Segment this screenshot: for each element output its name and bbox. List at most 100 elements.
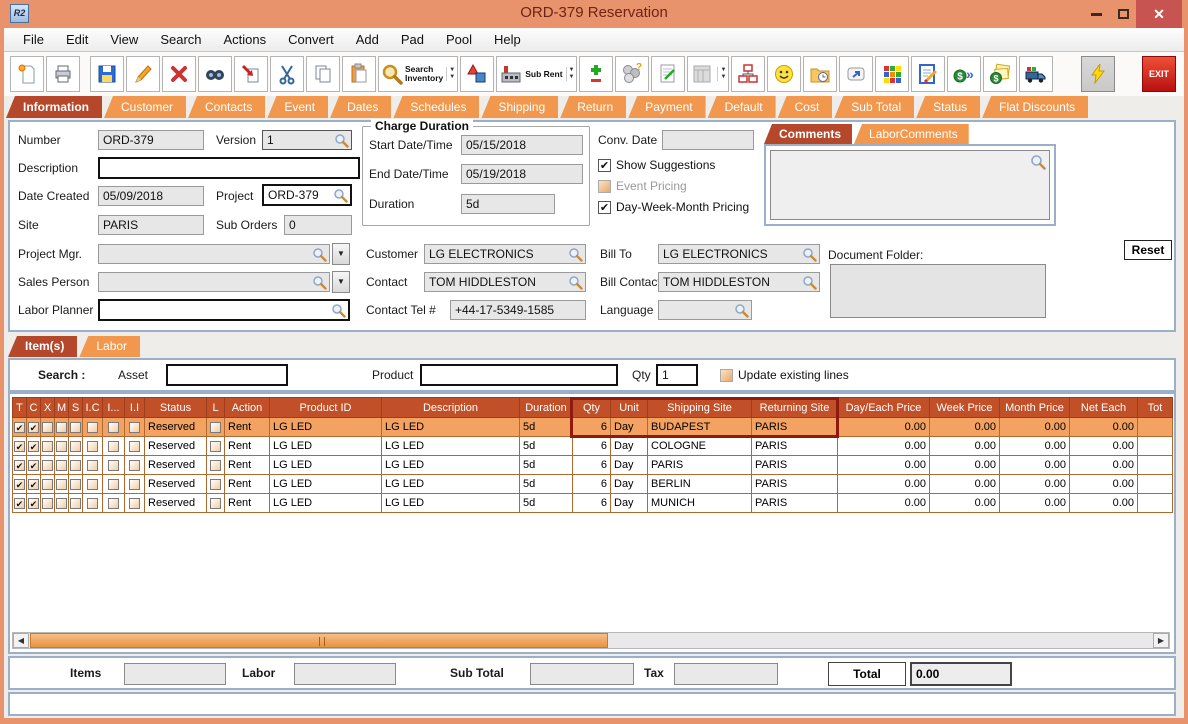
cell-t[interactable]: ✔ [12, 455, 27, 475]
cell-product-id[interactable]: LG LED [269, 474, 382, 494]
maximize-button[interactable] [1110, 0, 1136, 28]
labor-planner-field[interactable] [98, 299, 350, 321]
contact-field[interactable]: TOM HIDDLESTON [424, 272, 586, 292]
calendar-button[interactable]: ▼ ▼ [687, 56, 730, 92]
cell-unit[interactable]: Day [610, 493, 648, 513]
customer-search-icon[interactable] [568, 247, 583, 262]
close-button[interactable]: ✕ [1136, 0, 1182, 28]
add-line-button[interactable] [579, 56, 614, 92]
cell-status[interactable]: Reserved [144, 493, 207, 513]
shipping-button[interactable] [1019, 56, 1054, 92]
cell-day-each-price[interactable]: 0.00 [837, 417, 930, 437]
cell-x[interactable] [40, 417, 55, 437]
cell-month-price[interactable]: 0.00 [999, 455, 1070, 475]
table-header-cell[interactable]: Description [381, 397, 520, 418]
cell-s[interactable] [68, 436, 83, 456]
billing-notes-button[interactable]: $ [983, 56, 1018, 92]
cell-total[interactable] [1137, 474, 1173, 494]
scroll-left-arrow[interactable]: ◀ [13, 633, 29, 648]
tab-event[interactable]: Event [267, 96, 329, 118]
paste-button[interactable] [342, 56, 376, 92]
cell-m[interactable] [54, 417, 69, 437]
scrollbar-thumb[interactable] [30, 633, 608, 648]
table-header-cell[interactable]: L [206, 397, 225, 418]
cell-ii[interactable] [124, 417, 145, 437]
table-header-cell[interactable]: Action [224, 397, 270, 418]
cell-product-id[interactable]: LG LED [269, 417, 382, 437]
table-header-cell[interactable]: Month Price [999, 397, 1070, 418]
cell-net-each[interactable]: 0.00 [1069, 417, 1138, 437]
menu-add[interactable]: Add [355, 31, 379, 47]
tab-labor[interactable]: Labor [79, 336, 141, 357]
cell-month-price[interactable]: 0.00 [999, 417, 1070, 437]
sub-rent-button[interactable]: Sub Rent ▼ ▼ [496, 56, 578, 92]
table-row[interactable]: ✔ ✔ Reserved Rent LG LED [12, 493, 1173, 513]
cell-status[interactable]: Reserved [144, 417, 207, 437]
cell-duration[interactable]: 5d [519, 417, 573, 437]
cell-returning-site[interactable]: PARIS [751, 417, 838, 437]
cell-duration[interactable]: 5d [519, 493, 573, 513]
table-header-cell[interactable]: I.C [82, 397, 103, 418]
org-chart-button[interactable] [731, 56, 766, 92]
contact-search-icon[interactable] [568, 275, 583, 290]
document-folder-box[interactable] [830, 264, 1046, 318]
cell-c[interactable]: ✔ [26, 455, 41, 475]
cell-week-price[interactable]: 0.00 [929, 493, 1000, 513]
sales-person-search-icon[interactable] [312, 275, 327, 290]
project-mgr-dropdown[interactable]: ▼ [332, 243, 350, 265]
cell-net-each[interactable]: 0.00 [1069, 474, 1138, 494]
cell-description[interactable]: LG LED [381, 455, 520, 475]
table-header-cell[interactable]: X [40, 397, 55, 418]
language-field[interactable] [658, 300, 752, 320]
quick-action-button[interactable] [1080, 56, 1115, 92]
labor-planner-search-icon[interactable] [331, 303, 346, 318]
cell-ic[interactable] [82, 455, 103, 475]
cell-week-price[interactable]: 0.00 [929, 474, 1000, 494]
menu-edit[interactable]: Edit [65, 31, 89, 47]
bill-to-field[interactable]: LG ELECTRONICS [658, 244, 820, 264]
cell-qty[interactable]: 6 [572, 436, 611, 456]
menu-pad[interactable]: Pad [400, 31, 424, 47]
cell-net-each[interactable]: 0.00 [1069, 455, 1138, 475]
copy-lines-button[interactable] [234, 56, 268, 92]
customer-field[interactable]: LG ELECTRONICS [424, 244, 586, 264]
cell-t[interactable]: ✔ [12, 436, 27, 456]
tab-shipping[interactable]: Shipping [481, 96, 559, 118]
cell-shipping-site[interactable]: MUNICH [647, 493, 752, 513]
cell-shipping-site[interactable]: COLOGNE [647, 436, 752, 456]
minimize-button[interactable] [1083, 0, 1109, 28]
table-row[interactable]: ✔ ✔ Reserved Rent LG LED [12, 417, 1173, 437]
project-field[interactable]: ORD-379 [262, 184, 352, 206]
cell-ic[interactable] [82, 474, 103, 494]
items-table[interactable]: T C X M S I.C I... I.I Status L Action Product ID De… [12, 397, 1173, 513]
cell-status[interactable]: Reserved [144, 436, 207, 456]
cell-m[interactable] [54, 455, 69, 475]
cell-product-id[interactable]: LG LED [269, 455, 382, 475]
shortcut-button[interactable] [839, 56, 874, 92]
cell-week-price[interactable]: 0.00 [929, 417, 1000, 437]
cell-t[interactable]: ✔ [12, 474, 27, 494]
cell-l[interactable] [206, 455, 225, 475]
cell-c[interactable]: ✔ [26, 436, 41, 456]
cell-shipping-site[interactable]: PARIS [647, 455, 752, 475]
table-header-cell[interactable]: Unit [610, 397, 648, 418]
bill-to-search-icon[interactable] [802, 247, 817, 262]
cell-qty[interactable]: 6 [572, 474, 611, 494]
cell-net-each[interactable]: 0.00 [1069, 493, 1138, 513]
cell-t[interactable]: ✔ [12, 417, 27, 437]
cell-description[interactable]: LG LED [381, 417, 520, 437]
tab-cost[interactable]: Cost [777, 96, 833, 118]
tab-customer[interactable]: Customer [104, 96, 187, 118]
menu-convert[interactable]: Convert [288, 31, 334, 47]
tab-default[interactable]: Default [707, 96, 776, 118]
cell-unit[interactable]: Day [610, 455, 648, 475]
copy-button[interactable] [306, 56, 340, 92]
cell-week-price[interactable]: 0.00 [929, 436, 1000, 456]
menu-search[interactable]: Search [160, 31, 202, 47]
cell-total[interactable] [1137, 455, 1173, 475]
exit-button[interactable]: EXIT [1142, 56, 1176, 92]
cell-action[interactable]: Rent [224, 455, 270, 475]
table-header-cell[interactable]: Returning Site [751, 397, 838, 418]
cell-total[interactable] [1137, 417, 1173, 437]
cell-shipping-site[interactable]: BERLIN [647, 474, 752, 494]
